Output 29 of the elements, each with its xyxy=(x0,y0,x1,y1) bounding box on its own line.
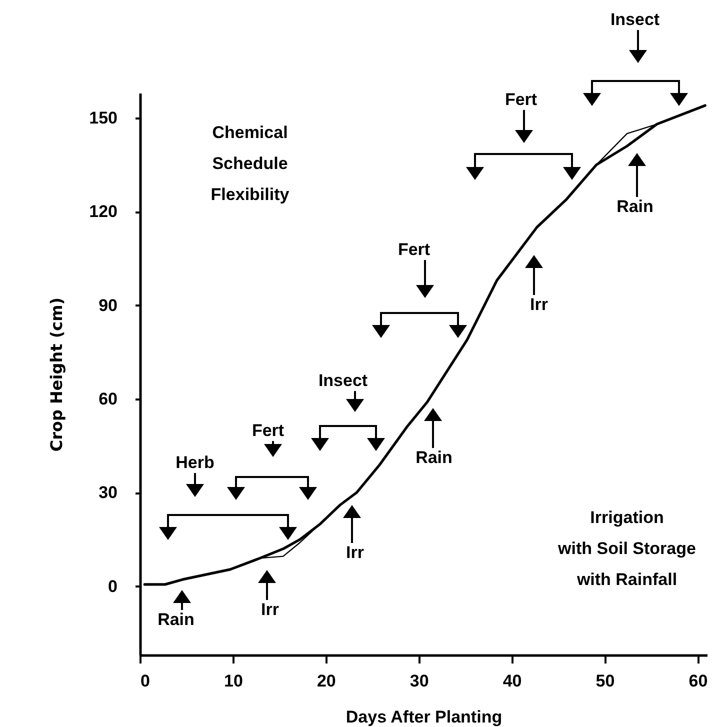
annotation: Fert xyxy=(398,240,430,259)
annotation: Fert xyxy=(504,90,538,109)
annotation: Rain xyxy=(616,197,654,216)
y-axis-title: Crop Height (cm) xyxy=(47,297,66,452)
annotation: Rain xyxy=(158,610,194,629)
annotation: Irr xyxy=(261,600,280,619)
y-tick-label: 0 xyxy=(108,576,118,596)
x-tick-label: 0 xyxy=(140,672,150,690)
annotation: Chemical Schedule Flexibility xyxy=(210,123,290,204)
x-tick-label: 30 xyxy=(410,672,429,690)
annotation: Irr xyxy=(530,295,548,314)
x-axis-title: Days After Planting xyxy=(346,708,502,726)
x-tick-label: 60 xyxy=(688,672,708,690)
x-tick-label: 50 xyxy=(596,672,615,690)
text: Insect xyxy=(610,10,660,29)
annotation: Fert xyxy=(252,421,284,440)
x-tick-label: 20 xyxy=(316,672,336,690)
x-tick-label: 10 xyxy=(224,672,243,690)
annotation: Insect xyxy=(318,371,368,390)
annotation: Rain xyxy=(416,448,452,467)
y-tick-label: 30 xyxy=(98,483,118,502)
y-tick-label: 60 xyxy=(98,389,118,408)
y-tick-label: 90 xyxy=(98,296,118,315)
x-tick-label: 40 xyxy=(502,672,522,690)
annotation: Irrigation with Soil Storage with Rainfall xyxy=(557,508,696,589)
annotation: Herb xyxy=(176,453,214,472)
y-tick-label: 150 xyxy=(89,108,118,128)
annotation: Irr xyxy=(346,543,364,562)
y-tick-label: 120 xyxy=(89,202,118,222)
